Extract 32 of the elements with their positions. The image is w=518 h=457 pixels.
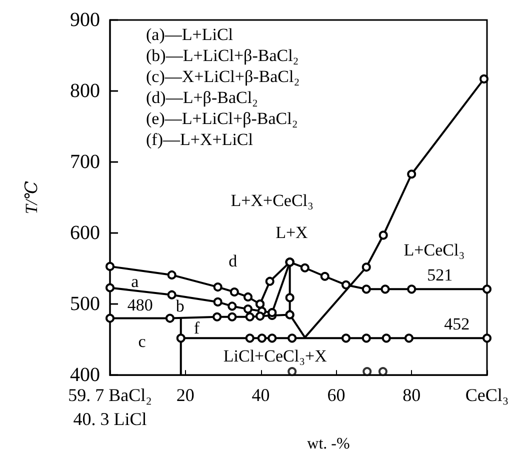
x-tick-label: CeCl₃ — [465, 385, 509, 406]
annotation: L+X+CeCl₃ — [230, 190, 314, 210]
x-tick-label: 40 — [252, 385, 270, 406]
annotation: f — [194, 318, 200, 338]
annotation: (c)—X+LiCl+β-BaCl₂ — [146, 67, 300, 86]
y-axis-title: T/℃ — [22, 180, 41, 214]
y-tick-label: 400 — [70, 364, 100, 386]
annotation: (b)—L+LiCl+β-BaCl₂ — [146, 46, 299, 65]
x-tick-label: 60 — [327, 385, 346, 406]
annotation: b — [176, 296, 184, 316]
annotation: (a)—L+LiCl — [146, 25, 234, 44]
x-axis-title: wt. -% — [307, 436, 350, 452]
annotation: (d)—L+β-BaCl₂ — [146, 88, 258, 107]
x-tick-label: 80 — [402, 385, 421, 406]
annotation: L+CeCl₃ — [404, 240, 465, 260]
annotation: (e)—L+LiCl+β-BaCl₂ — [146, 109, 298, 128]
annotation: (f)—L+X+LiCl — [146, 130, 254, 149]
annotation: 452 — [444, 314, 470, 334]
y-tick-label: 900 — [70, 9, 100, 31]
x-tick-label: 20 — [176, 385, 194, 406]
annotation: c — [138, 332, 146, 352]
annotation: 480 — [127, 295, 153, 314]
y-tick-label: 500 — [70, 293, 100, 316]
annotation: 521 — [427, 265, 453, 284]
annotation: d — [228, 251, 238, 270]
y-tick-label: 800 — [70, 80, 100, 102]
annotation: LiCl+CeCl₃+X — [223, 346, 327, 366]
y-tick-label: 700 — [70, 151, 100, 174]
x-tick-label: 59. 7 BaCl₂ 40. 3 LiCl — [68, 385, 152, 430]
annotation: a — [131, 272, 140, 291]
annotation: L+X — [276, 222, 308, 242]
y-tick-label: 600 — [70, 222, 100, 244]
